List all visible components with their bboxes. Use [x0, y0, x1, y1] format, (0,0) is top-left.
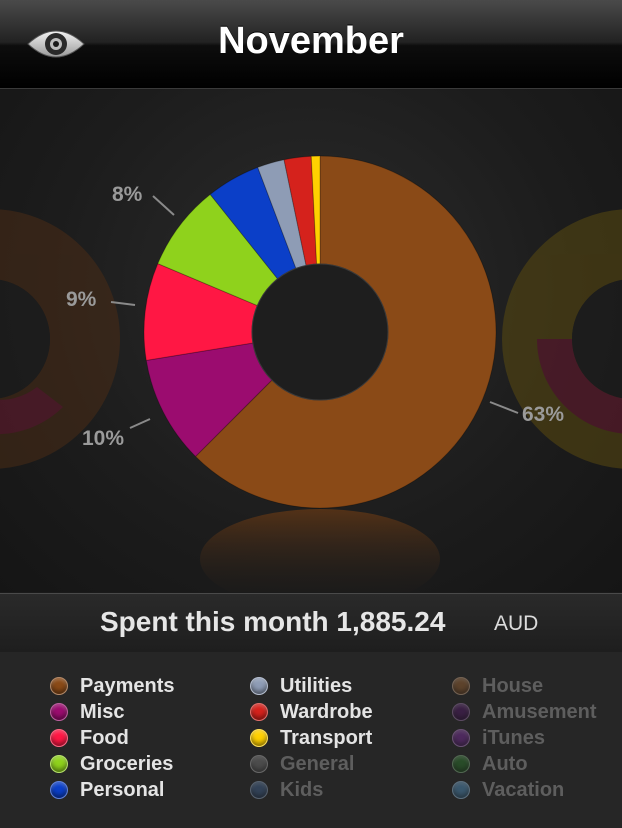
legend-item-payments[interactable]: Payments [50, 674, 175, 698]
chart-area: 63% 10% 9% 8% [0, 89, 622, 592]
legend-item-house[interactable]: House [452, 674, 543, 698]
eye-icon[interactable] [26, 26, 86, 62]
color-swatch-icon [250, 703, 268, 721]
color-swatch-icon [50, 677, 68, 695]
legend-label: Vacation [482, 778, 565, 801]
legend-item-groceries[interactable]: Groceries [50, 752, 173, 776]
legend-label: Misc [80, 700, 125, 723]
color-swatch-icon [50, 755, 68, 773]
previous-month-donut[interactable] [0, 209, 120, 469]
legend-label: Kids [280, 778, 324, 801]
legend-label: Personal [80, 778, 165, 801]
legend-label: Wardrobe [280, 700, 373, 723]
donut-chart [0, 155, 622, 592]
leader-line [152, 195, 175, 216]
leader-line [489, 401, 519, 414]
page-title: November [218, 20, 404, 62]
navigation-bar: November [0, 0, 622, 89]
leader-line [110, 301, 136, 306]
next-month-donut[interactable] [502, 209, 622, 469]
legend-label: General [280, 752, 355, 775]
color-swatch-icon [250, 781, 268, 799]
color-swatch-icon [452, 729, 470, 747]
legend-item-utilities[interactable]: Utilities [250, 674, 352, 698]
legend-item-food[interactable]: Food [50, 726, 129, 750]
legend-label: iTunes [482, 726, 545, 749]
slice-label: 9% [66, 288, 97, 311]
chart-reflection [200, 509, 440, 592]
color-swatch-icon [50, 781, 68, 799]
color-swatch-icon [50, 703, 68, 721]
legend-label: House [482, 674, 544, 697]
monthly-summary: Spent this month 1,885.24 AUD [0, 593, 622, 653]
donut-slices [143, 155, 497, 509]
legend-item-transport[interactable]: Transport [250, 726, 372, 750]
legend-item-misc[interactable]: Misc [50, 700, 124, 724]
legend-item-amusement[interactable]: Amusement [452, 700, 596, 724]
legend-item-auto[interactable]: Auto [452, 752, 528, 776]
category-legend: Payments Misc Food Groceries Personal Utiliti… [0, 652, 622, 828]
color-swatch-icon [452, 703, 470, 721]
color-swatch-icon [452, 677, 470, 695]
legend-item-vacation[interactable]: Vacation [452, 778, 564, 802]
slice-label: 8% [112, 183, 143, 206]
color-swatch-icon [250, 755, 268, 773]
color-swatch-icon [50, 729, 68, 747]
legend-label: Payments [80, 674, 175, 697]
legend-item-kids[interactable]: Kids [250, 778, 323, 802]
legend-item-general[interactable]: General [250, 752, 354, 776]
legend-label: Groceries [80, 752, 174, 775]
spent-total: Spent this month 1,885.24 [100, 606, 446, 637]
legend-label: Transport [280, 726, 373, 749]
leader-line [129, 418, 151, 429]
legend-item-wardrobe[interactable]: Wardrobe [250, 700, 373, 724]
color-swatch-icon [250, 729, 268, 747]
legend-item-personal[interactable]: Personal [50, 778, 164, 802]
legend-label: Utilities [280, 674, 353, 697]
color-swatch-icon [452, 781, 470, 799]
donut-hole [251, 263, 389, 401]
slice-label: 10% [82, 427, 125, 450]
legend-label: Auto [482, 752, 528, 775]
legend-label: Food [80, 726, 129, 749]
legend-item-itunes[interactable]: iTunes [452, 726, 545, 750]
currency-label: AUD [494, 612, 539, 635]
color-swatch-icon [452, 755, 470, 773]
color-swatch-icon [250, 677, 268, 695]
slice-label: 63% [522, 403, 565, 426]
legend-label: Amusement [482, 700, 597, 723]
